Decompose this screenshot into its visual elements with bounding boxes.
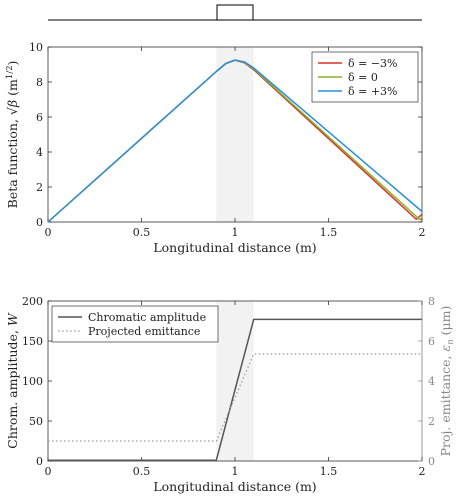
chart-1: 0 0.5 1 1.5 2 0 2 4 6 8 10 Longitudinal distance (m… — [5, 41, 426, 255]
x-tick-label: 0 — [45, 465, 52, 478]
legend-label-3: δ = +3% — [348, 85, 398, 98]
legend-label-1: δ = −3% — [348, 57, 398, 70]
legend: δ = −3%δ = 0δ = +3% — [311, 51, 419, 103]
x-tick-label: 0.5 — [133, 226, 151, 239]
lattice-element — [216, 4, 254, 21]
x-tick-label: 2 — [419, 226, 426, 239]
x-tick-label: 1.5 — [320, 465, 338, 478]
x-tick-label: 0.5 — [133, 465, 151, 478]
y-right-tick-label: 0 — [428, 455, 435, 468]
x-tick-label: 0 — [45, 226, 52, 239]
y-right-tick-label: 8 — [428, 295, 435, 308]
y-tick-label: 200 — [22, 295, 43, 308]
series-line-3 — [47, 59, 423, 223]
y-tick-label: 0 — [36, 455, 43, 468]
y-tick-label: 2 — [36, 181, 43, 194]
series-line-2 — [48, 353, 422, 442]
y-right-tick-label: 6 — [428, 335, 435, 348]
y-tick-label: 10 — [29, 41, 43, 54]
x-tick-label: 1.5 — [320, 226, 338, 239]
y-tick-label: 100 — [22, 375, 43, 388]
series-line-1 — [48, 318, 422, 461]
legend-box — [311, 51, 419, 103]
y-axis-label: Beta function, √β (m1/2) — [5, 61, 20, 209]
y-tick-label: 150 — [22, 335, 43, 348]
shaded-region — [216, 47, 254, 222]
x-tick-label: 1 — [232, 226, 239, 239]
legend-label-2: Projected emittance — [88, 325, 200, 338]
y-right-axis-label: Proj. emittance, εn (μm) — [438, 306, 456, 457]
legend-box — [51, 305, 219, 343]
y-tick-label: 8 — [36, 76, 43, 89]
y-right-tick-label: 2 — [428, 415, 435, 428]
x-axis-label: Longitudinal distance (m) — [153, 479, 316, 494]
x-axis-label: Longitudinal distance (m) — [153, 240, 316, 255]
x-tick-label: 2 — [419, 465, 426, 478]
x-tick-label: 1 — [232, 465, 239, 478]
legend-label-1: Chromatic amplitude — [88, 311, 206, 324]
y-tick-label: 6 — [36, 111, 43, 124]
y-tick-label: 0 — [36, 216, 43, 229]
y-tick-label: 50 — [29, 415, 43, 428]
y-right-tick-label: 4 — [428, 375, 435, 388]
y-tick-label: 4 — [36, 146, 43, 159]
legend-label-2: δ = 0 — [348, 71, 378, 84]
lattice-schematic — [48, 4, 422, 21]
y-axis-label: Chrom. amplitude, W — [5, 312, 20, 449]
